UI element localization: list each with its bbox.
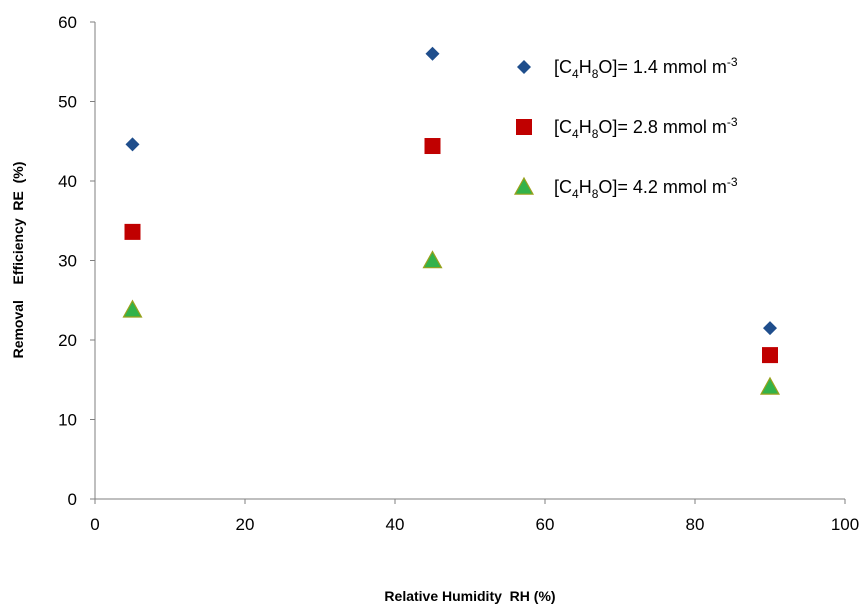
- diamond-point: [125, 137, 140, 152]
- x-tick-label: 40: [386, 515, 405, 534]
- legend-label-part: 4: [572, 127, 579, 141]
- legend-square-marker: [516, 119, 532, 135]
- square-point: [124, 223, 141, 240]
- ticks: [90, 21, 846, 504]
- legend-label-part: H: [579, 177, 592, 197]
- y-tick-label: 40: [58, 172, 77, 191]
- x-axis-title: Relative Humidity RH (%): [384, 588, 555, 604]
- legend-label-part: 8: [592, 127, 599, 141]
- data-points: [122, 46, 781, 395]
- legend-label: [C4H8O]= 1.4 mmol m-3: [554, 55, 738, 81]
- square-point: [762, 347, 778, 364]
- legend-label-part: [C: [554, 177, 572, 197]
- legend-label-part: H: [579, 57, 592, 77]
- legend-label: [C4H8O]= 2.8 mmol m-3: [554, 115, 738, 141]
- legend-label-part: O]= 2.8 mmol m: [598, 117, 727, 137]
- diamond-point: [763, 321, 777, 336]
- legend-diamond-marker: [517, 60, 531, 74]
- y-axis-title: Removal Efficiency RE (%): [10, 162, 26, 359]
- legend-label-part: [C: [554, 117, 572, 137]
- y-tick-label: 10: [58, 411, 77, 430]
- diamond-point: [425, 46, 440, 61]
- square-point: [424, 138, 441, 155]
- y-tick-label: 30: [58, 252, 77, 271]
- y-tick-label: 60: [58, 13, 77, 32]
- y-tick-label: 20: [58, 331, 77, 350]
- y-tick-label: 50: [58, 93, 77, 112]
- x-tick-label: 80: [686, 515, 705, 534]
- legend-label-part: -3: [727, 115, 738, 129]
- legend-label-part: -3: [727, 175, 738, 189]
- triangle-point: [422, 250, 443, 269]
- legend-label-part: -3: [727, 55, 738, 69]
- legend-label: [C4H8O]= 4.2 mmol m-3: [554, 175, 738, 201]
- legend-label-part: O]= 4.2 mmol m: [598, 177, 727, 197]
- x-tick-label: 60: [536, 515, 555, 534]
- triangle-point: [759, 376, 781, 395]
- axes: [94, 22, 845, 500]
- legend-label-part: [C: [554, 57, 572, 77]
- legend-label-part: 4: [572, 67, 579, 81]
- x-tick-label: 0: [90, 515, 99, 534]
- y-tick-label: 0: [68, 490, 77, 509]
- legend-label-part: H: [579, 117, 592, 137]
- legend-label-part: 8: [592, 187, 599, 201]
- legend-label-part: O]= 1.4 mmol m: [598, 57, 727, 77]
- x-tick-label: 100: [831, 515, 859, 534]
- legend-label-part: 8: [592, 67, 599, 81]
- legend: [C4H8O]= 1.4 mmol m-3[C4H8O]= 2.8 mmol m…: [513, 55, 738, 201]
- legend-label-part: 4: [572, 187, 579, 201]
- triangle-point: [122, 299, 143, 318]
- legend-triangle-marker: [513, 176, 535, 195]
- x-tick-label: 20: [236, 515, 255, 534]
- tick-labels: 0 20 40 60 80 100 0 10 20 30 40 50 60: [58, 13, 859, 534]
